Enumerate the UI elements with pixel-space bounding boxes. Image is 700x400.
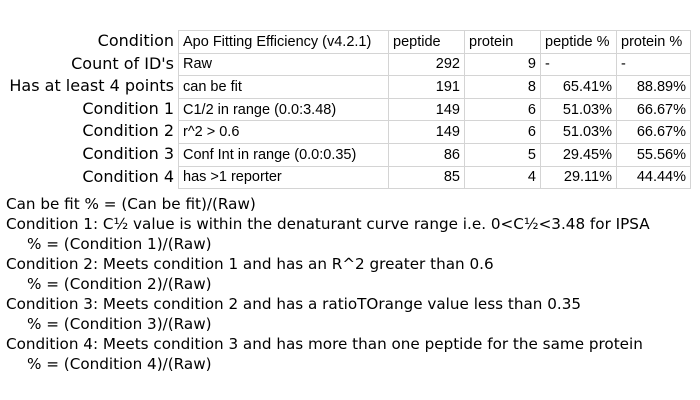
table-cell: 65.41%: [540, 75, 617, 99]
table-row: C1/2 in range (0.0:3.48) 149 6 51.03% 66…: [178, 97, 691, 122]
table-cell: C1/2 in range (0.0:3.48): [178, 97, 389, 122]
row-label-count-of-ids: Count of ID's: [71, 53, 174, 73]
note-line: % = (Condition 3)/(Raw): [27, 315, 212, 333]
table-row: r^2 > 0.6 149 6 51.03% 66.67%: [178, 120, 691, 144]
header-cell: Apo Fitting Efficiency (v4.2.1): [178, 30, 389, 54]
fitting-efficiency-table: Apo Fitting Efficiency (v4.2.1) peptide …: [178, 30, 691, 190]
table-row: has >1 reporter 85 4 29.11% 44.44%: [178, 165, 691, 190]
table-cell: 88.89%: [616, 75, 691, 99]
header-cell: protein %: [616, 30, 691, 54]
table-cell: 6: [464, 120, 541, 144]
row-label-condition-2: Condition 2: [82, 121, 174, 141]
table-cell: 9: [464, 52, 541, 77]
table-cell: 149: [388, 120, 465, 144]
table-cell: 85: [388, 165, 465, 190]
table-row: can be fit 191 8 65.41% 88.89%: [178, 75, 691, 99]
row-label-condition-3: Condition 3: [82, 143, 174, 163]
table-cell: has >1 reporter: [178, 165, 389, 190]
table-cell: 29.11%: [540, 165, 617, 190]
table-cell: -: [540, 52, 617, 77]
table-cell: r^2 > 0.6: [178, 120, 389, 144]
table-cell: Raw: [178, 52, 389, 77]
table-cell: 51.03%: [540, 97, 617, 122]
table-row: Conf Int in range (0.0:0.35) 86 5 29.45%…: [178, 142, 691, 167]
table-cell: -: [616, 52, 691, 77]
table-cell: 149: [388, 97, 465, 122]
table-cell: can be fit: [178, 75, 389, 99]
row-label-condition: Condition: [97, 31, 174, 50]
table-cell: 86: [388, 142, 465, 167]
table-cell: 6: [464, 97, 541, 122]
note-line: Condition 4: Meets condition 3 and has m…: [6, 335, 643, 353]
note-line: % = (Condition 2)/(Raw): [27, 275, 212, 293]
table-cell: Conf Int in range (0.0:0.35): [178, 142, 389, 167]
note-line: Can be fit % = (Can be fit)/(Raw): [6, 195, 256, 213]
table-cell: 51.03%: [540, 120, 617, 144]
note-line: Condition 2: Meets condition 1 and has a…: [6, 255, 494, 273]
row-label-condition-1: Condition 1: [82, 98, 174, 118]
table-cell: 29.45%: [540, 142, 617, 167]
table-cell: 4: [464, 165, 541, 190]
header-cell: peptide %: [540, 30, 617, 54]
definitions-notes: Can be fit % = (Can be fit)/(Raw) Condit…: [6, 194, 650, 374]
table-cell: 292: [388, 52, 465, 77]
note-line: Condition 1: C½ value is within the dena…: [6, 215, 650, 233]
header-cell: protein: [464, 30, 541, 54]
table-cell: 8: [464, 75, 541, 99]
note-line: Condition 3: Meets condition 2 and has a…: [6, 295, 582, 313]
note-line: % = (Condition 4)/(Raw): [27, 355, 212, 373]
note-line: % = (Condition 1)/(Raw): [27, 235, 212, 253]
table-cell: 5: [464, 142, 541, 167]
table-cell: 66.67%: [616, 120, 691, 144]
table-cell: 44.44%: [616, 165, 691, 190]
table-cell: 66.67%: [616, 97, 691, 122]
row-label-condition-4: Condition 4: [82, 166, 174, 186]
table-row: Raw 292 9 - -: [178, 52, 691, 77]
row-label-has-at-least-4-points: Has at least 4 points: [9, 76, 174, 96]
table-cell: 55.56%: [616, 142, 691, 167]
table-header-row: Apo Fitting Efficiency (v4.2.1) peptide …: [178, 30, 691, 54]
row-labels: Condition Count of ID's Has at least 4 p…: [0, 30, 176, 188]
header-cell: peptide: [388, 30, 465, 54]
table-cell: 191: [388, 75, 465, 99]
